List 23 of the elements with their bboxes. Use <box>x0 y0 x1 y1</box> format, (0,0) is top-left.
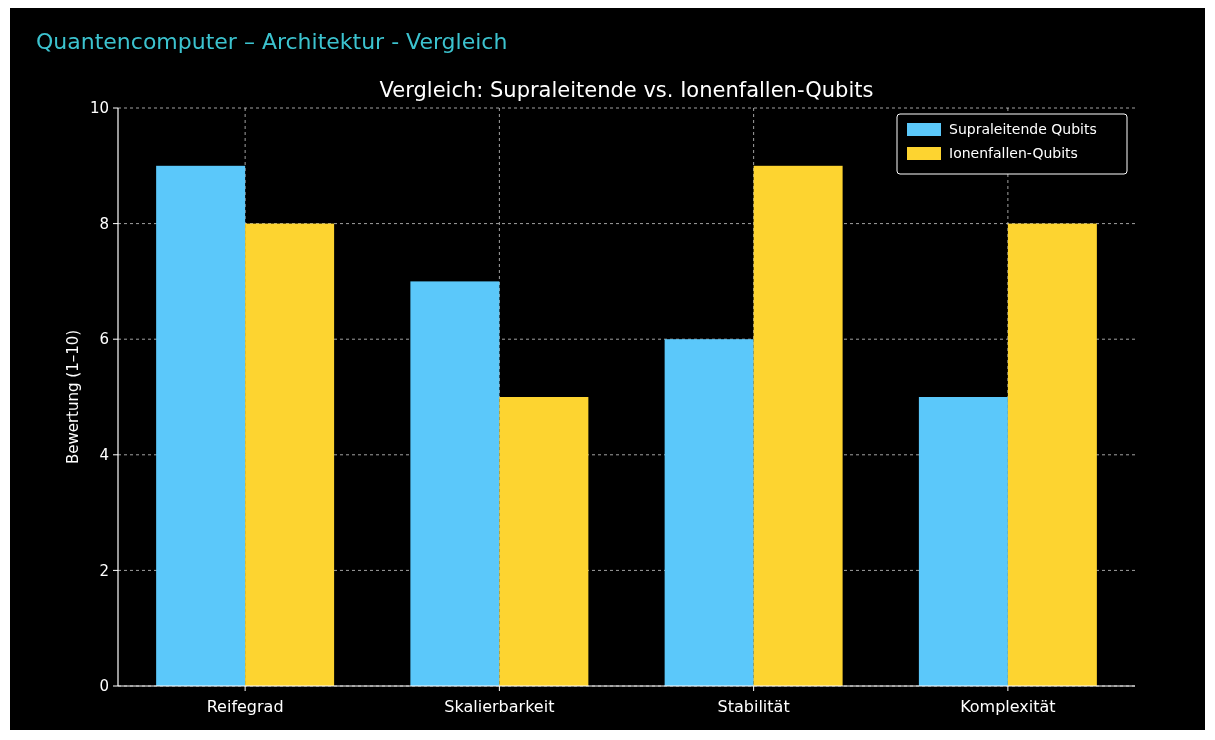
y-axis-title: Bewertung (1–10) <box>64 329 82 465</box>
y-tick-label: 10 <box>89 99 109 118</box>
chart-subtitle: Vergleich: Supraleitende vs. Ionenfallen-Qubits <box>379 78 874 102</box>
bar <box>410 281 500 686</box>
y-tick-label: 2 <box>99 561 109 580</box>
y-tick-label: 0 <box>99 677 109 696</box>
chart-title: Quantencomputer – Architektur - Vergleich <box>36 29 508 54</box>
bar <box>918 397 1008 686</box>
bar <box>1007 223 1097 686</box>
bar <box>664 339 754 686</box>
bar <box>245 223 335 686</box>
y-tick-label: 4 <box>99 446 109 465</box>
legend-label: Supraleitende Qubits <box>949 120 1097 137</box>
bar <box>499 397 589 686</box>
y-tick-label: 8 <box>99 214 109 233</box>
x-tick-label: Reifegrad <box>206 696 284 716</box>
legend-label: Ionenfallen-Qubits <box>949 144 1078 161</box>
x-tick-label: Skalierbarkeit <box>444 696 555 716</box>
y-tick-label: 6 <box>99 330 109 349</box>
bar <box>753 165 843 686</box>
x-tick-label: Komplexität <box>960 696 1056 716</box>
x-tick-label: Stabilität <box>717 696 790 716</box>
bar <box>156 165 246 686</box>
